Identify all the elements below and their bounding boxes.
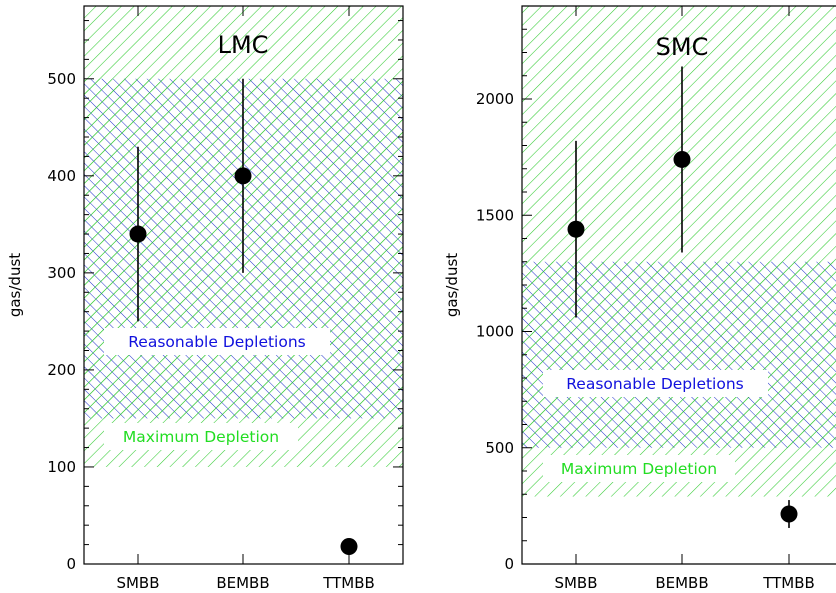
- y-tick-label: 200: [47, 361, 76, 379]
- maximum-depletion-label-box: Maximum Depletion: [543, 455, 735, 482]
- y-tick-label: 400: [47, 167, 76, 185]
- reasonable-depletions-label-box: Reasonable Depletions: [543, 370, 768, 397]
- maximum-depletion-label-box: Maximum Depletion: [104, 423, 298, 450]
- data-point-smbb: [567, 220, 585, 238]
- crosshatch-green-lines: [522, 261, 836, 448]
- data-point-ttmbb: [780, 505, 798, 523]
- panel-title: LMC: [218, 31, 269, 59]
- y-tick-label: 1500: [476, 206, 514, 224]
- maximum-depletion-label: Maximum Depletion: [561, 460, 717, 478]
- y-axis-label: gas/dust: [6, 253, 24, 317]
- data-point-smbb: [129, 225, 147, 243]
- y-tick-label: 2000: [476, 90, 514, 108]
- panel-smc: 0 500 1000 1500 2000 SMBB BEMBB TTMBB SMC gas/…: [443, 5, 836, 592]
- y-tick-label: 100: [47, 458, 76, 476]
- x-tick-label-smbb: SMBB: [554, 574, 597, 592]
- x-tick-label-bembb: BEMBB: [216, 574, 269, 592]
- panel-title: SMC: [656, 33, 709, 61]
- reasonable-depletions-label: Reasonable Depletions: [566, 375, 744, 393]
- y-axis-label: gas/dust: [443, 253, 461, 317]
- data-point-ttmbb: [340, 538, 358, 556]
- y-tick-label: 0: [504, 555, 514, 573]
- y-tick-label: 1000: [476, 323, 514, 341]
- x-tick-label-ttmbb: TTMBB: [762, 574, 815, 592]
- y-tick-label: 300: [47, 264, 76, 282]
- maximum-depletion-label: Maximum Depletion: [123, 428, 279, 446]
- data-point-bembb: [673, 150, 691, 168]
- reasonable-depletions-label-box: Reasonable Depletions: [104, 328, 330, 355]
- y-tick-label: 0: [66, 555, 76, 573]
- reasonable-depletions-label: Reasonable Depletions: [128, 333, 306, 351]
- y-tick-label: 500: [485, 439, 514, 457]
- x-tick-label-ttmbb: TTMBB: [322, 574, 375, 592]
- x-tick-label-bembb: BEMBB: [655, 574, 708, 592]
- panel-lmc: 0 100 200 300 400 500 SMBB BEMBB TTMBB LMC gas/…: [6, 5, 404, 592]
- data-point-bembb: [234, 167, 252, 185]
- y-tick-label: 500: [47, 70, 76, 88]
- x-tick-label-smbb: SMBB: [116, 574, 159, 592]
